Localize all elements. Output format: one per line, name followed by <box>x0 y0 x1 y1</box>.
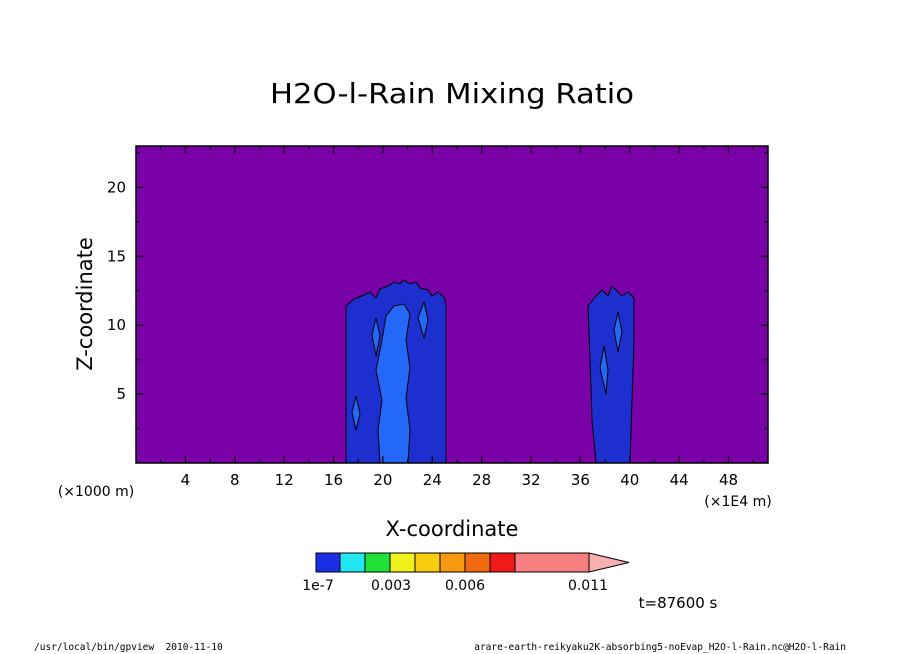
y-axis: 5 10 15 20 <box>107 152 768 430</box>
column-1-filament <box>417 300 429 340</box>
x-tick-label: 32 <box>521 471 540 489</box>
x-tick-label: 36 <box>571 471 590 489</box>
colorbar-label: 0.003 <box>371 578 411 594</box>
colorbar-label: 0.006 <box>445 578 485 594</box>
y-tick-label: 5 <box>116 385 126 403</box>
colorbar-swatch <box>315 552 341 573</box>
colorbar-label: 0.011 <box>568 578 608 594</box>
x-tick-label: 12 <box>275 471 294 489</box>
chart-title: H2O-l-Rain Mixing Ratio <box>270 77 634 110</box>
column-1-filament <box>351 395 361 431</box>
x-tick-label: 16 <box>324 471 343 489</box>
x-tick-label: 8 <box>230 471 240 489</box>
column-2-outer-region <box>587 285 635 464</box>
colorbar-swatch <box>339 552 366 573</box>
colorbar-label: 1e-7 <box>302 578 333 594</box>
colorbar-swatch <box>464 552 491 573</box>
x-tick-label: 44 <box>670 471 689 489</box>
footer-left: /usr/local/bin/gpview 2010-11-10 <box>34 642 223 653</box>
plot-background <box>136 146 768 463</box>
x-tick-label: 24 <box>423 471 442 489</box>
colorbar-swatch <box>414 552 441 573</box>
colorbar-swatch <box>489 552 516 573</box>
column-1-filament <box>371 317 381 357</box>
colorbar-swatch <box>514 552 590 573</box>
x-unit-right: (×1E4 m) <box>704 494 771 510</box>
x-unit-left: (×1000 m) <box>58 484 134 500</box>
plot-frame <box>135 145 769 464</box>
y-tick-label: 10 <box>107 316 126 334</box>
column-1-core-region <box>375 303 411 464</box>
colorbar-arrow <box>588 552 630 573</box>
colorbar: 1e-7 0.003 0.006 0.011 <box>302 552 630 594</box>
x-tick-label: 28 <box>472 471 491 489</box>
y-tick-label: 15 <box>107 247 126 265</box>
x-axis: 4 8 12 16 20 24 28 32 36 40 44 48 <box>160 146 754 489</box>
colorbar-swatch <box>364 552 391 573</box>
x-tick-label: 4 <box>181 471 191 489</box>
x-tick-label: 20 <box>373 471 392 489</box>
x-axis-label: X-coordinate <box>386 517 519 541</box>
y-axis-label: Z-coordinate <box>73 237 97 371</box>
colorbar-swatch <box>389 552 416 573</box>
x-tick-label: 48 <box>719 471 738 489</box>
column-2-filament <box>599 345 609 395</box>
column-2-filament <box>613 311 623 353</box>
footer-right: arare-earth-reikyaku2K-absorbing5-noEvap… <box>474 642 846 653</box>
time-label: t=87600 s <box>639 594 718 612</box>
plot-area <box>135 145 769 464</box>
y-tick-label: 20 <box>107 178 126 196</box>
x-tick-label: 40 <box>620 471 639 489</box>
colorbar-swatch <box>439 552 466 573</box>
